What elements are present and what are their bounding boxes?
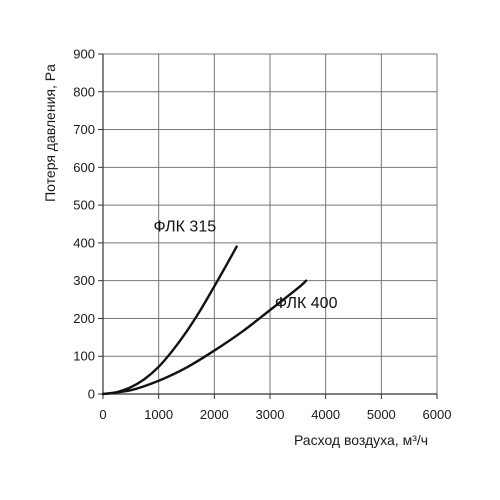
- y-axis-ticks: 0 100 200 300 400 500 600 700 800 900: [73, 47, 103, 402]
- grid: [103, 53, 438, 394]
- x-axis-ticks: 0 1000 2000 3000 4000 5000 6000: [99, 394, 451, 422]
- series-lines: [101, 245, 308, 396]
- x-tick-label: 1000: [144, 407, 173, 422]
- y-tick-label: 0: [88, 387, 95, 402]
- y-tick-label: 900: [73, 47, 95, 62]
- x-tick-label: 3000: [256, 407, 285, 422]
- y-tick-label: 700: [73, 122, 95, 137]
- x-tick-label: 0: [99, 407, 106, 422]
- x-tick-label: 6000: [423, 407, 452, 422]
- x-tick-label: 4000: [311, 407, 340, 422]
- y-tick-label: 400: [73, 235, 95, 250]
- series-line-2: [101, 279, 308, 396]
- y-tick-label: 200: [73, 311, 95, 326]
- series-label-2: ФЛК 400: [275, 295, 338, 312]
- y-tick-label: 500: [73, 198, 95, 213]
- y-axis-title: Потеря давления, Pa: [42, 64, 58, 202]
- series-labels: ФЛК 315 ФЛК 400: [154, 219, 338, 312]
- x-tick-label: 5000: [367, 407, 396, 422]
- y-tick-label: 600: [73, 160, 95, 175]
- x-tick-label: 2000: [200, 407, 229, 422]
- series-label-1: ФЛК 315: [154, 219, 217, 236]
- series-line-1: [101, 245, 238, 396]
- y-tick-label: 100: [73, 349, 95, 364]
- y-tick-label: 800: [73, 84, 95, 99]
- y-tick-label: 300: [73, 273, 95, 288]
- x-axis-title: Расход воздуха, м³/ч: [294, 432, 428, 448]
